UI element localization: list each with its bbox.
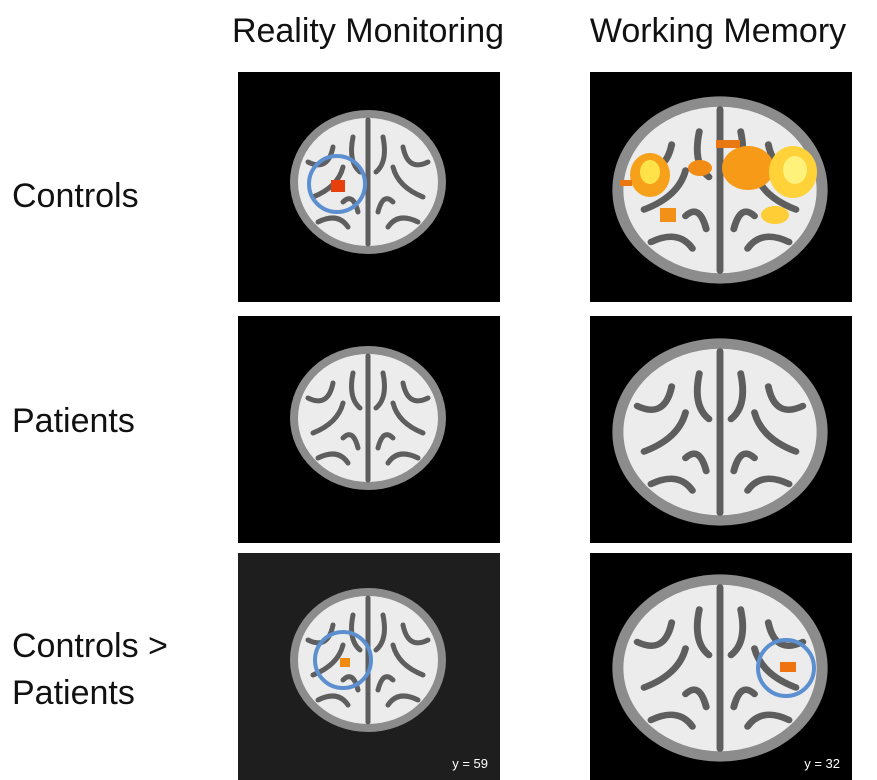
row-label: Patients	[12, 402, 135, 440]
activation	[331, 180, 345, 192]
activation	[340, 658, 350, 667]
row-label: Controls >	[12, 627, 168, 665]
row-label: Patients	[12, 674, 135, 712]
brain-slice	[290, 110, 446, 254]
slice-label: y = 59	[452, 756, 488, 771]
activation	[780, 662, 796, 672]
brain-slice	[612, 338, 827, 525]
brain-slice	[290, 346, 446, 490]
slice-label: y = 32	[804, 756, 840, 771]
column-header: Reality Monitoring	[232, 12, 504, 50]
column-header: Working Memory	[590, 12, 846, 50]
figure: Reality Monitoring Working Memory Contro…	[0, 0, 877, 780]
row-label: Controls	[12, 177, 139, 215]
